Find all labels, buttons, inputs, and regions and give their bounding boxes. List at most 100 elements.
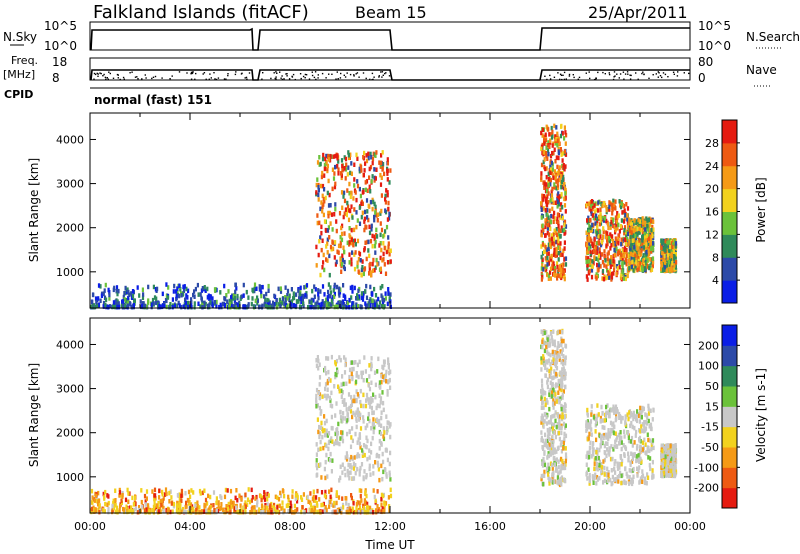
data-cell — [368, 397, 371, 402]
data-cell — [347, 204, 350, 209]
data-cell — [330, 469, 333, 474]
data-cell — [555, 399, 558, 404]
data-cell — [334, 164, 337, 170]
nave-dot — [549, 74, 551, 77]
data-cell — [93, 509, 96, 514]
data-cell — [224, 487, 227, 493]
data-cell — [628, 218, 631, 223]
data-cell — [373, 178, 376, 183]
data-cell — [552, 272, 556, 277]
nave-dot — [672, 71, 675, 73]
data-cell — [646, 255, 649, 261]
data-cell — [178, 509, 181, 515]
data-cell — [238, 493, 241, 498]
data-cell — [374, 293, 378, 298]
data-cell — [355, 152, 358, 158]
data-cell — [541, 223, 544, 228]
data-cell — [336, 440, 339, 446]
data-cell — [546, 434, 550, 440]
data-cell — [305, 508, 308, 513]
data-cell — [310, 297, 313, 303]
data-cell — [553, 147, 556, 152]
data-cell — [596, 413, 599, 419]
data-cell — [319, 289, 322, 294]
data-cell — [597, 264, 600, 269]
data-cell — [599, 210, 602, 215]
data-cell — [358, 252, 362, 257]
data-cell — [557, 137, 560, 142]
data-cell — [251, 495, 254, 500]
data-cell — [540, 344, 543, 350]
data-cell — [331, 239, 334, 244]
data-cell — [549, 266, 553, 271]
data-cell — [352, 360, 355, 365]
data-cell — [558, 399, 561, 405]
data-cell — [320, 224, 323, 230]
data-cell — [549, 443, 553, 448]
data-cell — [541, 331, 545, 336]
data-cell — [645, 255, 648, 260]
data-cell — [126, 507, 129, 512]
data-cell — [329, 154, 332, 159]
data-cell — [374, 508, 378, 513]
data-cell — [592, 228, 595, 234]
data-cell — [356, 218, 359, 223]
nave-dot — [311, 71, 313, 73]
data-cell — [345, 501, 348, 506]
data-cell — [368, 266, 371, 272]
data-cell — [620, 237, 623, 242]
data-cell — [547, 445, 550, 450]
data-cell — [563, 357, 567, 363]
data-cell — [553, 251, 556, 256]
data-cell — [387, 248, 390, 254]
data-cell — [553, 422, 556, 428]
data-cell — [589, 204, 592, 209]
data-cell — [381, 390, 384, 395]
nave-dot — [378, 76, 380, 78]
data-cell — [153, 487, 157, 493]
nsky-trace — [90, 27, 690, 51]
data-cell — [607, 477, 611, 482]
data-cell — [553, 342, 556, 348]
data-cell — [145, 496, 148, 501]
data-cell — [111, 503, 114, 509]
data-cell — [158, 488, 161, 493]
data-cell — [332, 176, 336, 181]
data-cell — [264, 297, 267, 302]
data-cell — [307, 499, 310, 504]
data-cell — [202, 303, 205, 309]
data-cell — [329, 398, 332, 403]
data-cell — [350, 435, 353, 440]
data-cell — [280, 506, 283, 511]
data-cell — [178, 283, 181, 288]
data-cell — [303, 285, 306, 290]
data-cell — [371, 410, 374, 416]
data-cell — [315, 404, 318, 409]
data-cell — [356, 264, 359, 269]
data-cell — [230, 295, 233, 300]
data-cell — [599, 215, 602, 220]
data-cell — [596, 262, 599, 268]
data-cell — [604, 258, 607, 263]
data-cell — [382, 377, 386, 383]
nave-dot — [192, 71, 194, 73]
data-cell — [365, 392, 369, 398]
data-cell — [557, 170, 560, 175]
nave-dot — [94, 73, 97, 76]
data-cell — [305, 294, 308, 299]
data-cell — [201, 300, 204, 306]
data-cell — [383, 502, 386, 508]
data-cell — [627, 416, 630, 422]
data-cell — [553, 228, 556, 233]
data-cell — [366, 215, 369, 220]
data-cell — [543, 181, 546, 187]
nave-dot — [194, 78, 196, 80]
data-cell — [336, 304, 339, 310]
data-cell — [364, 187, 367, 193]
data-cell — [219, 302, 222, 308]
data-cell — [560, 384, 563, 389]
data-cell — [555, 360, 558, 365]
data-cell — [633, 227, 636, 233]
data-cell — [340, 231, 344, 237]
data-cell — [564, 361, 567, 366]
